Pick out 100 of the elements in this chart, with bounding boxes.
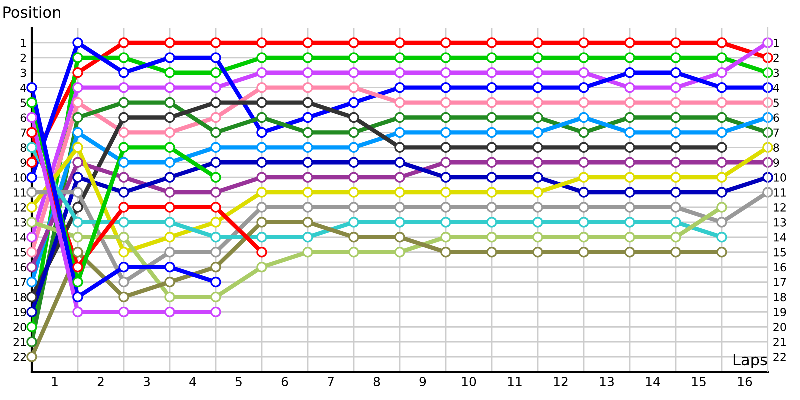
point — [486, 82, 498, 94]
x-axis-title: Laps — [734, 354, 768, 369]
point — [210, 82, 222, 94]
point — [394, 232, 406, 243]
y2-tick-label: 21 — [774, 338, 786, 346]
point — [440, 97, 452, 108]
point — [26, 292, 38, 303]
point — [210, 142, 222, 153]
point — [624, 112, 636, 124]
point — [532, 82, 544, 94]
point — [302, 82, 314, 94]
x-tick-label: 15 — [692, 377, 706, 387]
point — [210, 247, 222, 258]
point — [256, 262, 268, 273]
point — [302, 38, 314, 48]
point — [440, 217, 452, 228]
point — [164, 217, 176, 228]
y-tick-label: 10 — [14, 174, 26, 182]
point — [302, 97, 314, 108]
point — [164, 127, 176, 138]
point — [716, 202, 728, 213]
y2-tick-label: 15 — [774, 248, 786, 257]
y-tick-label: 12 — [14, 203, 26, 212]
point — [256, 97, 268, 108]
point — [578, 68, 590, 78]
point — [440, 52, 452, 64]
y-tick-label: 15 — [14, 248, 26, 257]
point — [624, 38, 636, 48]
point — [532, 127, 544, 138]
point — [394, 127, 406, 138]
point — [72, 127, 84, 138]
y-tick-label: 16 — [14, 263, 26, 272]
point — [348, 97, 360, 108]
point — [210, 52, 222, 64]
point — [762, 112, 774, 124]
point — [440, 127, 452, 138]
point — [302, 127, 314, 138]
point — [532, 187, 544, 198]
point — [302, 172, 314, 183]
point — [72, 68, 84, 78]
point — [532, 52, 544, 64]
point — [256, 187, 268, 198]
point — [118, 38, 130, 48]
point — [440, 202, 452, 213]
point — [26, 247, 38, 258]
y-tick-label: 17 — [14, 278, 26, 286]
point — [26, 172, 38, 183]
point — [72, 262, 84, 273]
point — [348, 187, 360, 198]
point — [210, 217, 222, 228]
point — [716, 157, 728, 168]
point — [210, 306, 222, 318]
point — [716, 217, 728, 228]
point — [716, 82, 728, 94]
point — [670, 52, 682, 64]
point — [394, 187, 406, 198]
point — [210, 232, 222, 243]
point — [72, 157, 84, 168]
point — [670, 82, 682, 94]
point — [440, 82, 452, 94]
point — [302, 157, 314, 168]
point — [26, 336, 38, 348]
y2-tick-label: 16 — [774, 263, 786, 272]
point — [486, 172, 498, 183]
y2-tick-label: 8 — [774, 144, 780, 152]
x-tick-label: 10 — [462, 377, 476, 387]
y-tick-label: 22 — [14, 353, 26, 362]
point — [348, 52, 360, 64]
x-tick-label: 12 — [554, 377, 568, 386]
point — [486, 52, 498, 64]
point — [762, 172, 774, 183]
y2-tick-label: 10 — [774, 174, 786, 182]
point — [26, 97, 38, 108]
point — [118, 97, 130, 108]
point — [532, 97, 544, 108]
point — [716, 247, 728, 258]
point — [486, 187, 498, 198]
y-tick-label: 8 — [20, 144, 26, 152]
point — [72, 232, 84, 243]
point — [348, 232, 360, 243]
y-tick-label: 7 — [20, 128, 26, 137]
y-tick-label: 1 — [21, 39, 26, 48]
point — [578, 247, 590, 258]
point — [210, 38, 222, 48]
point — [394, 97, 406, 108]
point — [164, 232, 176, 243]
point — [578, 38, 590, 48]
point — [394, 82, 406, 94]
point — [670, 97, 682, 108]
y2-tick-label: 14 — [774, 234, 786, 242]
y-tick-label: 19 — [14, 308, 26, 317]
point — [210, 68, 222, 78]
point — [72, 187, 84, 198]
y-tick-label: 14 — [14, 234, 27, 242]
point — [164, 112, 176, 124]
point — [26, 202, 38, 213]
point — [118, 127, 130, 138]
point — [394, 247, 406, 258]
point — [670, 142, 682, 153]
point — [670, 38, 682, 48]
